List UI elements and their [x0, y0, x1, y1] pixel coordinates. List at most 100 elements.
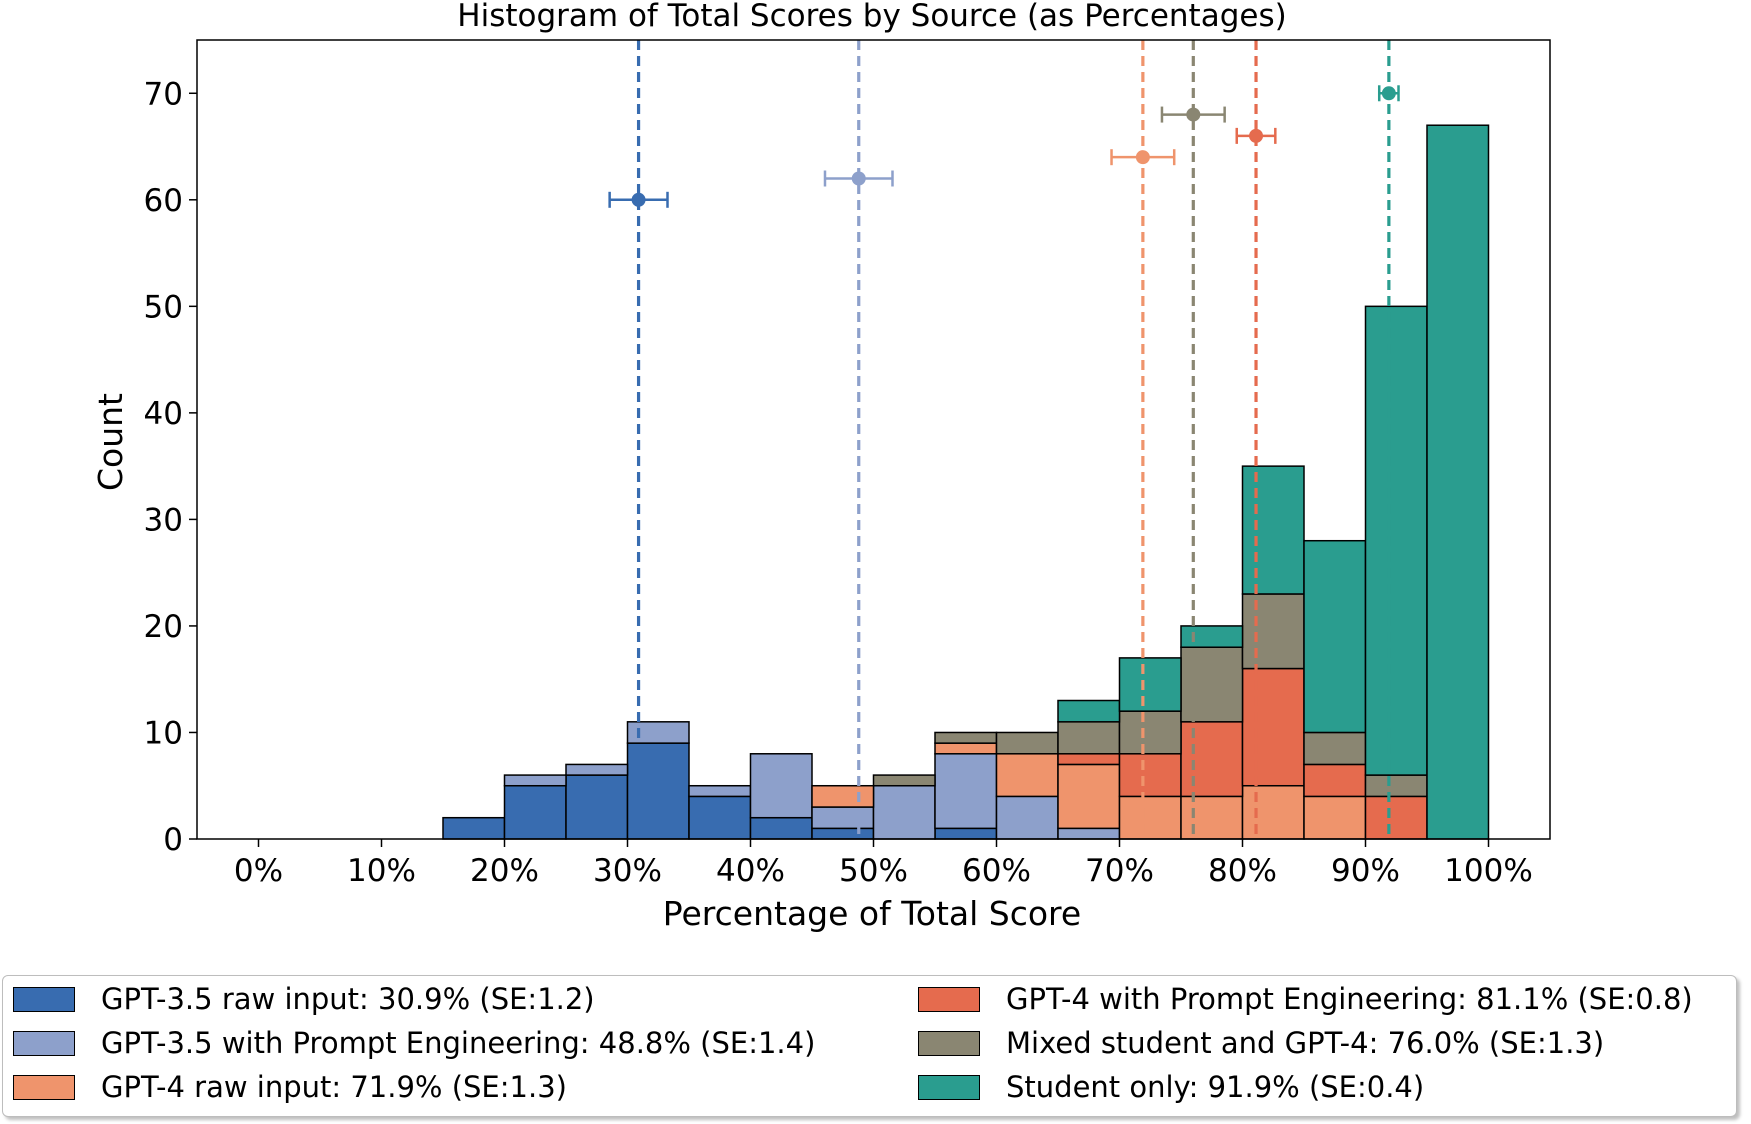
x-tick-label: 30%	[593, 853, 662, 889]
histogram-bar	[934, 742, 998, 755]
y-tick-label: 30	[144, 502, 183, 538]
histogram-bar	[565, 763, 629, 776]
histogram-bar	[688, 795, 752, 840]
x-tick-label: 70%	[1085, 853, 1154, 889]
histogram-bar	[1241, 593, 1305, 670]
mean-marker	[1186, 107, 1201, 122]
y-tick-label: 10	[144, 715, 183, 751]
x-tick-label: 20%	[470, 853, 539, 889]
y-tick-label: 40	[144, 396, 183, 432]
legend-swatch	[13, 1030, 75, 1056]
histogram-bar	[872, 774, 936, 787]
y-tick-label: 70	[144, 76, 183, 112]
legend-swatch	[918, 1030, 980, 1056]
x-axis-ticks: 0% 10% 20% 30% 40% 50% 60% 70% 80% 90% 100%	[234, 839, 1533, 889]
x-tick-label: 0%	[234, 853, 283, 889]
x-tick-label: 40%	[716, 853, 785, 889]
histogram-bar	[1057, 721, 1121, 755]
legend-label: GPT-4 with Prompt Engineering: 81.1% (SE…	[1006, 982, 1693, 1016]
histogram-bar	[1241, 784, 1305, 840]
histogram-bar	[995, 731, 1059, 755]
histogram-bar	[626, 721, 690, 744]
legend-item: GPT-3.5 with Prompt Engineering: 48.8% (…	[13, 1026, 815, 1060]
histogram-bar	[934, 827, 998, 840]
mean-marker	[631, 192, 646, 207]
legend-swatch	[918, 986, 980, 1012]
histogram-bar	[995, 753, 1059, 798]
legend-item: Student only: 91.9% (SE:0.4)	[918, 1070, 1424, 1104]
legend-label: Mixed student and GPT-4: 76.0% (SE:1.3)	[1006, 1026, 1605, 1060]
histogram-bar	[1364, 305, 1428, 776]
histogram-bar	[1057, 827, 1121, 840]
histogram-bar	[1180, 721, 1244, 798]
histogram-bar	[1303, 731, 1367, 766]
histogram-bar	[749, 816, 813, 840]
histogram-bar	[934, 753, 998, 830]
histogram-bar	[1057, 699, 1121, 723]
x-tick-label: 100%	[1444, 853, 1533, 889]
x-tick-label: 10%	[347, 853, 416, 889]
legend-item: GPT-4 raw input: 71.9% (SE:1.3)	[13, 1070, 567, 1104]
mean-lines-layer	[608, 40, 1400, 839]
histogram-bar	[1426, 124, 1490, 840]
histogram-bar	[749, 753, 813, 819]
histogram-bar	[1180, 646, 1244, 723]
histogram-bar	[811, 806, 875, 830]
y-axis-label: Count	[91, 393, 130, 491]
x-tick-label: 50%	[839, 853, 908, 889]
chart-title: Histogram of Total Scores by Source (as …	[457, 0, 1286, 34]
histogram-bar	[1303, 539, 1367, 734]
legend-label: Student only: 91.9% (SE:0.4)	[1006, 1070, 1425, 1104]
histogram-bar	[1364, 774, 1428, 798]
x-tick-label: 80%	[1208, 853, 1277, 889]
histogram-chart: Histogram of Total Scores by Source (as …	[91, 0, 1551, 933]
chart-legend: GPT-3.5 raw input: 30.9% (SE:1.2) GPT-3.5…	[2, 975, 1737, 1117]
y-tick-label: 60	[144, 183, 183, 219]
mean-marker	[1381, 86, 1396, 101]
mean-marker	[1249, 128, 1264, 143]
x-tick-label: 90%	[1331, 853, 1400, 889]
histogram-bar	[1057, 763, 1121, 830]
x-tick-label: 60%	[962, 853, 1031, 889]
histogram-bar	[811, 827, 875, 840]
histogram-bar	[1303, 795, 1367, 840]
histogram-bar	[503, 774, 567, 787]
legend-item: Mixed student and GPT-4: 76.0% (SE:1.3)	[918, 1026, 1604, 1060]
histogram-bar	[1118, 710, 1182, 755]
legend-label: GPT-4 raw input: 71.9% (SE:1.3)	[101, 1070, 567, 1104]
bars-layer	[442, 124, 1490, 840]
histogram-bar	[934, 731, 998, 744]
x-axis-label: Percentage of Total Score	[663, 894, 1081, 933]
legend-item: GPT-4 with Prompt Engineering: 81.1% (SE…	[918, 982, 1693, 1016]
histogram-bar	[872, 784, 936, 840]
histogram-bar	[503, 784, 567, 840]
histogram-bar	[1118, 795, 1182, 840]
histogram-bar	[1241, 667, 1305, 787]
histogram-bar	[565, 774, 629, 840]
y-tick-label: 0	[163, 822, 183, 858]
histogram-bar	[1118, 657, 1182, 712]
mean-marker	[851, 171, 866, 186]
legend-swatch	[13, 986, 75, 1012]
histogram-bar	[1364, 795, 1428, 840]
y-tick-label: 50	[144, 289, 183, 325]
histogram-bar	[688, 784, 752, 798]
histogram-bar	[1180, 795, 1244, 840]
legend-swatch	[13, 1074, 75, 1100]
legend-label: GPT-3.5 raw input: 30.9% (SE:1.2)	[101, 982, 595, 1016]
histogram-bar	[1303, 763, 1367, 798]
legend-label: GPT-3.5 with Prompt Engineering: 48.8% (…	[101, 1026, 816, 1060]
histogram-bar	[811, 784, 875, 808]
legend-swatch	[918, 1074, 980, 1100]
histogram-bar	[995, 795, 1059, 840]
histogram-bar	[626, 742, 690, 840]
mean-marker	[1135, 150, 1150, 165]
legend-item: GPT-3.5 raw input: 30.9% (SE:1.2)	[13, 982, 595, 1016]
histogram-bar	[1180, 625, 1244, 648]
histogram-bar	[442, 816, 506, 840]
y-axis-ticks: 0 10 20 30 40 50 60 70	[144, 76, 197, 858]
histogram-bar	[1057, 753, 1121, 766]
histogram-bar	[1118, 753, 1182, 798]
histogram-bar	[1241, 465, 1305, 595]
y-tick-label: 20	[144, 609, 183, 645]
